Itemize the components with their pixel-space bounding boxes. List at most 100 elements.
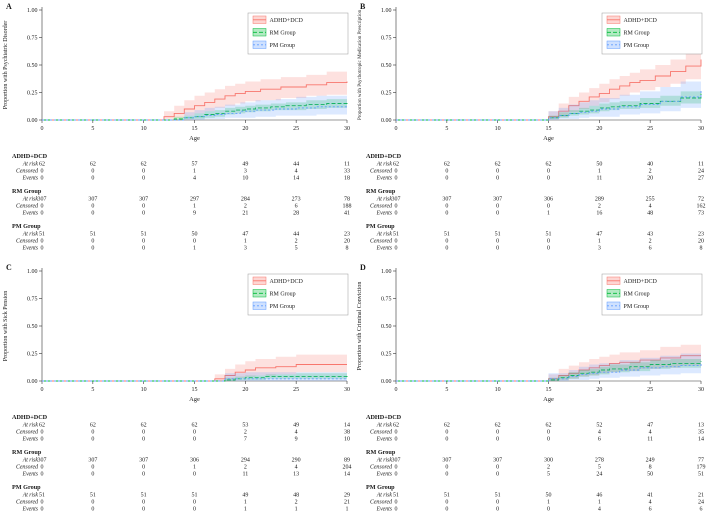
risk-value: 4: [649, 204, 652, 210]
y-axis-title: Proportion with Psychiatric Disorder: [3, 21, 9, 110]
risk-value: 0: [395, 176, 398, 182]
risk-value: 273: [292, 197, 301, 203]
risk-value: 2: [244, 465, 247, 471]
risk-value: 62: [141, 162, 147, 168]
risk-value: 14: [293, 176, 299, 182]
x-tick-label: 0: [395, 126, 398, 132]
legend: ADHD+DCD RM Group PM Group: [247, 273, 349, 316]
risk-value: 9: [295, 437, 298, 443]
risk-value: 23: [698, 232, 704, 238]
risk-value: 307: [493, 197, 502, 203]
risk-value: 1: [547, 500, 550, 506]
risk-value: 0: [445, 437, 448, 443]
risk-value: 51: [90, 493, 96, 499]
risk-row-label: At risk: [22, 423, 39, 429]
risk-value: 306: [544, 197, 553, 203]
risk-value: 8: [649, 465, 652, 471]
x-ticks: 0 5 10 15 20 25 30: [41, 120, 350, 132]
risk-value: 62: [393, 423, 399, 429]
risk-value: 4: [598, 430, 601, 436]
risk-value: 18: [344, 176, 350, 182]
x-tick-label: 5: [445, 126, 448, 132]
risk-value: 1: [598, 239, 601, 245]
risk-value: 41: [344, 211, 350, 217]
risk-value: 51: [698, 472, 704, 478]
risk-value: 51: [90, 232, 96, 238]
risk-value: 307: [139, 458, 148, 464]
panel-d: D 0.00 0.25 0.50 0.75 1.00 0 5 10 15 20 25 30 Proport…: [354, 261, 709, 523]
x-tick-label: 20: [596, 126, 602, 132]
x-tick-label: 10: [141, 387, 147, 393]
risk-value: 1: [244, 239, 247, 245]
risk-row-label: Censored: [16, 500, 38, 506]
risk-value: 33: [344, 169, 350, 175]
risk-value: 0: [142, 239, 145, 245]
risk-value: 7: [244, 437, 247, 443]
x-axis-title: Age: [189, 396, 200, 403]
risk-value: 51: [393, 232, 399, 238]
risk-value: 307: [392, 458, 401, 464]
risk-value: 62: [546, 162, 552, 168]
risk-row-label: Censored: [370, 169, 392, 175]
risk-row-label: Events: [376, 211, 393, 217]
risk-value: 62: [141, 423, 147, 429]
legend-label-pm-group: PM Group: [270, 304, 296, 310]
series-rm-group: [42, 372, 348, 382]
risk-value: 6: [598, 437, 601, 443]
panel-label: D: [360, 263, 366, 272]
risk-value: 1: [295, 507, 298, 513]
risk-value: 0: [41, 204, 44, 210]
risk-value: 0: [142, 169, 145, 175]
risk-value: 0: [91, 246, 94, 252]
legend-label-adhd-dcd: ADHD+DCD: [270, 279, 304, 285]
risk-value: 43: [647, 232, 653, 238]
risk-value: 1: [244, 507, 247, 513]
panel-c: C 0.00 0.25 0.50 0.75 1.00 0 5 10 15 20 25 30 Proport…: [0, 261, 354, 523]
risk-value: 0: [395, 472, 398, 478]
risk-value: 6: [649, 246, 652, 252]
x-tick-label: 0: [395, 387, 398, 393]
x-tick-label: 30: [344, 126, 350, 132]
risk-row-label: At risk: [376, 423, 393, 429]
risk-value: 0: [91, 437, 94, 443]
y-tick-label: 0.75: [381, 36, 392, 42]
risk-value: 289: [595, 197, 604, 203]
risk-value: 0: [496, 204, 499, 210]
risk-row-label: Events: [376, 246, 393, 252]
risk-group-name: PM Group: [12, 223, 41, 230]
risk-value: 2: [649, 169, 652, 175]
risk-value: 0: [41, 430, 44, 436]
risk-value: 24: [596, 472, 602, 478]
risk-value: 0: [91, 500, 94, 506]
risk-value: 204: [343, 465, 352, 471]
risk-value: 0: [547, 437, 550, 443]
risk-value: 0: [193, 472, 196, 478]
risk-value: 4: [295, 465, 298, 471]
risk-value: 2: [598, 204, 601, 210]
risk-value: 0: [142, 430, 145, 436]
risk-value: 2: [244, 204, 247, 210]
y-ticks: 0.00 0.25 0.50 0.75 1.00: [27, 269, 42, 385]
risk-row-label: At risk: [376, 232, 393, 238]
risk-value: 0: [547, 169, 550, 175]
risk-value: 1: [193, 246, 196, 252]
risk-value: 294: [241, 458, 250, 464]
survival-line-adhd-dcd: [396, 355, 701, 382]
risk-value: 11: [698, 162, 704, 168]
risk-value: 11: [242, 472, 248, 478]
risk-value: 1: [346, 507, 349, 513]
risk-value: 307: [442, 458, 451, 464]
risk-value: 20: [344, 239, 350, 245]
risk-value: 0: [193, 507, 196, 513]
y-tick-label: 0.50: [381, 63, 392, 69]
risk-row-label: At risk: [22, 162, 39, 168]
y-tick-label: 0.00: [381, 118, 392, 124]
risk-value: 278: [595, 458, 604, 464]
risk-value: 0: [41, 465, 44, 471]
risk-value: 0: [41, 246, 44, 252]
risk-value: 73: [698, 211, 704, 217]
risk-row-label: Censored: [370, 465, 392, 471]
panel-b-chart: B0.000.250.500.751.000 5 10 15 20 25 30Proport…: [357, 2, 706, 252]
